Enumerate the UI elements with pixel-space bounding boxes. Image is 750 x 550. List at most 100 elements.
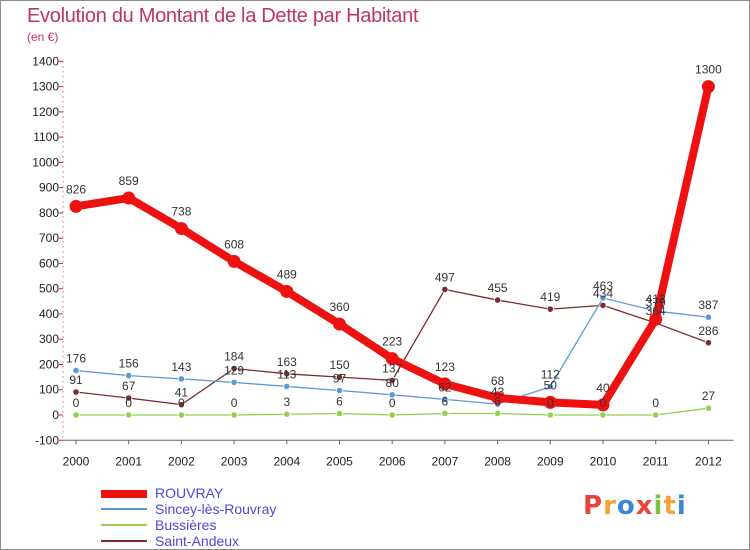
y-tick-label: 500 bbox=[39, 282, 59, 296]
series-point bbox=[230, 364, 238, 373]
series-point bbox=[174, 222, 188, 236]
data-label: 364 bbox=[646, 304, 666, 318]
series-point bbox=[493, 296, 502, 304]
series-point bbox=[543, 395, 557, 409]
data-label: 286 bbox=[698, 324, 718, 338]
x-tick-label: 2001 bbox=[115, 454, 142, 468]
brand-logo: Proxiti bbox=[583, 491, 687, 521]
series-point bbox=[388, 391, 396, 399]
series-point bbox=[72, 411, 80, 419]
legend-swatch bbox=[101, 540, 147, 542]
legend-label: Sincey-lès-Rouvray bbox=[155, 501, 277, 517]
brand-letter: o bbox=[616, 491, 636, 521]
data-label: 608 bbox=[224, 237, 244, 251]
series-point bbox=[335, 409, 344, 418]
series-layer bbox=[69, 80, 715, 419]
data-label: 176 bbox=[66, 352, 86, 366]
data-label: 43 bbox=[491, 385, 505, 399]
y-tick-label: 400 bbox=[39, 307, 59, 321]
series-point bbox=[388, 411, 396, 419]
series-point bbox=[333, 317, 346, 331]
series-point bbox=[491, 391, 505, 405]
x-tick-label: 2009 bbox=[537, 454, 564, 468]
series-point bbox=[227, 254, 241, 268]
series-point bbox=[388, 376, 396, 384]
series-point bbox=[122, 191, 136, 205]
series-point bbox=[546, 411, 554, 419]
data-label: 129 bbox=[224, 363, 244, 377]
data-label: 68 bbox=[491, 374, 505, 388]
data-label: 137 bbox=[382, 361, 402, 375]
data-label: 0 bbox=[389, 396, 396, 410]
data-label: 455 bbox=[488, 281, 508, 295]
data-label: 40 bbox=[596, 381, 610, 395]
data-label: 6 bbox=[494, 394, 501, 408]
legend-swatch bbox=[101, 508, 147, 510]
data-label: 859 bbox=[119, 174, 139, 188]
y-tick-label: 800 bbox=[39, 206, 59, 220]
axes: -100010020030040050060070080090010001100… bbox=[32, 54, 734, 468]
y-tick-label: 1200 bbox=[32, 105, 59, 119]
series-point bbox=[599, 411, 607, 419]
series-point bbox=[283, 382, 291, 391]
data-label: 738 bbox=[171, 205, 191, 219]
y-tick-label: 700 bbox=[39, 231, 59, 245]
series-point bbox=[335, 386, 344, 395]
brand-letter: r bbox=[603, 491, 617, 521]
data-label: 0 bbox=[73, 396, 80, 410]
series-point bbox=[335, 373, 344, 381]
data-label: 163 bbox=[277, 355, 297, 369]
data-label: 0 bbox=[231, 396, 238, 410]
series-point bbox=[125, 394, 133, 402]
y-tick-label: -100 bbox=[35, 433, 59, 447]
data-label: 27 bbox=[702, 389, 716, 403]
legend-item: Sincey-lès-Rouvray bbox=[101, 501, 401, 517]
series-point bbox=[441, 285, 449, 294]
data-label: 184 bbox=[224, 350, 244, 364]
series-point bbox=[283, 410, 291, 418]
legend-label: Bussières bbox=[155, 517, 217, 533]
data-label: 80 bbox=[386, 376, 400, 390]
data-label: 387 bbox=[698, 298, 718, 312]
data-label: 223 bbox=[382, 335, 402, 349]
series-point bbox=[283, 370, 291, 378]
x-tick-label: 2004 bbox=[273, 454, 300, 468]
y-tick-label: 1100 bbox=[33, 130, 59, 144]
y-tick-label: 300 bbox=[39, 332, 59, 346]
y-tick-label: 0 bbox=[52, 408, 59, 422]
x-tick-label: 2006 bbox=[379, 454, 406, 468]
data-label: 826 bbox=[66, 182, 86, 196]
legend-item: Bussières bbox=[101, 517, 401, 533]
x-tick-label: 2005 bbox=[326, 454, 353, 468]
series-point bbox=[649, 312, 663, 326]
data-label: 50 bbox=[544, 378, 558, 392]
series-point bbox=[701, 80, 715, 94]
brand-letter: i bbox=[653, 491, 664, 521]
x-tick-label: 2008 bbox=[484, 454, 511, 468]
data-label: 0 bbox=[652, 396, 659, 410]
data-label: 143 bbox=[171, 360, 191, 374]
y-tick-label: 200 bbox=[39, 357, 59, 371]
data-label: 412 bbox=[646, 292, 666, 306]
data-label: 91 bbox=[69, 373, 83, 387]
y-tick-label: 1400 bbox=[32, 54, 59, 68]
data-label: 0 bbox=[547, 396, 554, 410]
series-point bbox=[280, 284, 294, 298]
series-point bbox=[230, 378, 238, 387]
series-point bbox=[177, 375, 185, 383]
data-label: 67 bbox=[122, 379, 136, 393]
series-point bbox=[546, 305, 554, 313]
brand-letter: P bbox=[583, 491, 604, 521]
series-point bbox=[72, 366, 80, 375]
data-label: 41 bbox=[175, 386, 189, 400]
x-tick-label: 2003 bbox=[221, 454, 248, 468]
series-point bbox=[438, 377, 452, 391]
series-point bbox=[177, 411, 185, 419]
y-tick-label: 1000 bbox=[32, 155, 59, 169]
data-label: 97 bbox=[333, 371, 347, 385]
series-point bbox=[704, 339, 713, 347]
series-point bbox=[125, 371, 133, 380]
